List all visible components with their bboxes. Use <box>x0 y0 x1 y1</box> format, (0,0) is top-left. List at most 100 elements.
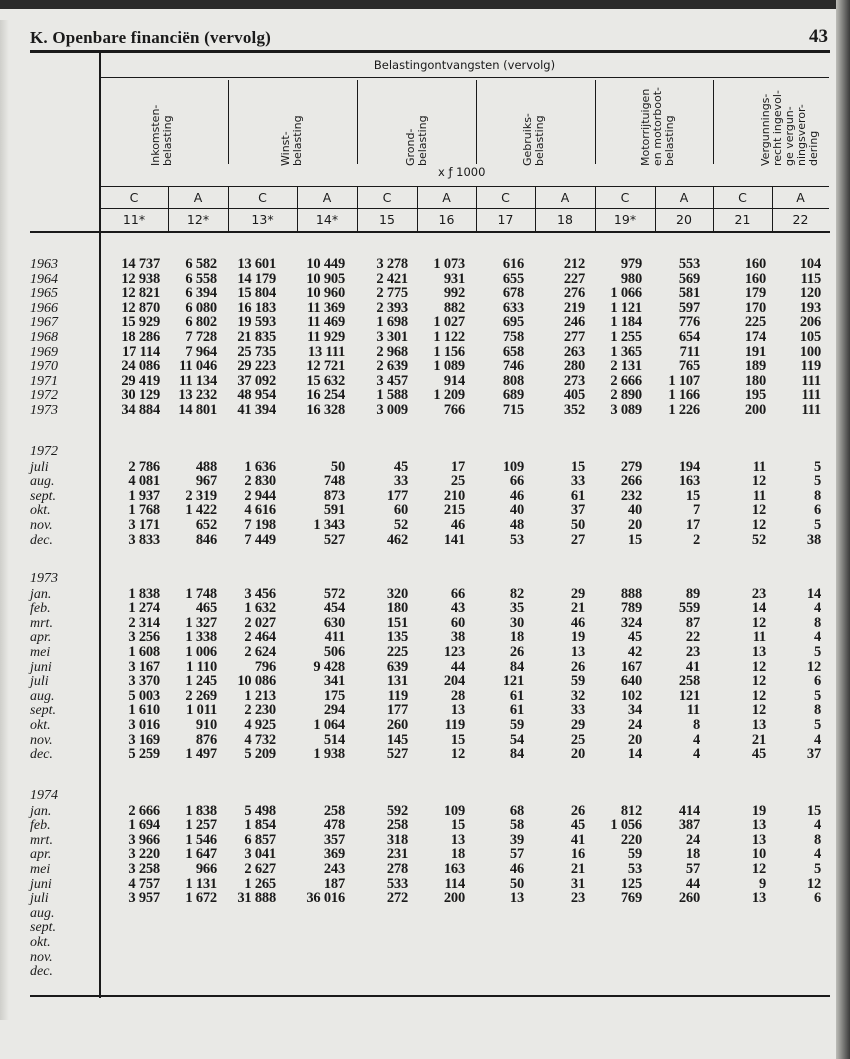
cell-value: 1 647 <box>185 846 217 863</box>
ca-label: A <box>193 190 203 205</box>
cell-value: 12 <box>450 746 465 763</box>
cell-value: 13 111 <box>307 343 345 360</box>
column-divider <box>476 187 477 231</box>
top-rule <box>30 50 830 53</box>
cell-value: 11 046 <box>179 358 217 375</box>
cell-value: 1 938 <box>313 746 345 763</box>
cell-value: 141 <box>443 531 465 548</box>
cell-value: 215 <box>443 502 465 519</box>
cell-value: 266 <box>620 473 642 490</box>
unit-label: x ƒ 1000 <box>438 165 486 179</box>
cell-value: 46 <box>570 614 585 631</box>
cell-value: 633 <box>502 299 524 316</box>
cell-value: 15 <box>450 817 465 834</box>
cell-value: 278 <box>386 861 408 877</box>
column-divider <box>595 187 596 231</box>
cell-value: 592 <box>386 802 408 819</box>
cell-value: 5 <box>813 517 821 533</box>
column-number: 12* <box>186 212 210 227</box>
cell-value: 61 <box>509 702 524 719</box>
cell-value: 3 278 <box>376 256 408 272</box>
cell-value: 13 <box>509 890 524 907</box>
cell-value: 19 <box>570 629 585 646</box>
ca-label: C <box>501 190 510 205</box>
cell-value: 5 <box>813 473 821 490</box>
column-divider <box>772 187 773 231</box>
column-number: 21 <box>734 212 751 227</box>
table-row: 1964 12 938 6 558 14 179 10 905 2 421 931 655 22… <box>0 271 850 287</box>
ca-label: C <box>620 190 630 205</box>
column-number: 18 <box>557 212 573 227</box>
cell-value: 689 <box>502 387 524 404</box>
row-label: sept. <box>30 920 57 936</box>
cell-value: 11 <box>752 458 767 475</box>
cell-value: 17 114 <box>122 343 160 360</box>
cell-value: 180 <box>386 600 408 617</box>
cell-value: 194 <box>678 458 700 475</box>
row-label: mrt. <box>30 615 53 631</box>
cell-value: 3 089 <box>610 402 642 418</box>
cell-value: 119 <box>800 358 822 375</box>
cell-value: 387 <box>678 817 700 834</box>
cell-value: 54 <box>509 731 524 748</box>
cell-value: 175 <box>323 687 345 704</box>
row-label: feb. <box>30 818 51 834</box>
cell-value: 454 <box>323 600 345 617</box>
ca-label: C <box>382 190 392 205</box>
cell-value: 414 <box>678 802 700 819</box>
cell-value: 4 757 <box>128 875 160 892</box>
cell-value: 572 <box>323 585 345 602</box>
cell-value: 640 <box>620 673 642 690</box>
row-label: 1963 <box>30 257 58 272</box>
table-row: okt. <box>0 935 850 950</box>
cell-value: 2 944 <box>244 487 276 504</box>
cell-value: 3 256 <box>128 629 160 646</box>
cell-value: 25 <box>570 731 585 748</box>
table-row: juli 3 370 1 245 10 086 341 131 204 121 59 640 258… <box>0 673 850 690</box>
table-row: feb. 1 694 1 257 1 854 478 258 15 58 45 1 056 387 1… <box>0 817 850 834</box>
cell-value: 37 <box>570 502 585 519</box>
column-group-header: Winst-belasting <box>279 82 304 166</box>
cell-value: 2 627 <box>244 861 276 877</box>
group-title: Belastingontvangsten (vervolg) <box>373 58 556 72</box>
cell-value: 68 <box>509 802 524 819</box>
cell-value: 2 464 <box>244 629 276 646</box>
cell-value: 3 370 <box>128 673 160 690</box>
cell-value: 5 498 <box>244 802 276 819</box>
cell-value: 7 198 <box>244 517 276 533</box>
cell-value: 1 694 <box>128 817 160 834</box>
cell-value: 8 <box>813 614 821 631</box>
cell-value: 16 328 <box>306 402 345 418</box>
cell-value: 2 319 <box>185 487 217 504</box>
cell-value: 4 <box>692 746 700 763</box>
cell-value: 9 <box>758 875 766 892</box>
cell-value: 89 <box>685 585 700 602</box>
cell-value: 53 <box>509 531 524 548</box>
cell-value: 19 <box>751 802 766 819</box>
table-row: feb. 1 274 465 1 632 454 180 43 35 21 789 559 14 4 <box>0 600 850 617</box>
cell-value: 15 <box>685 487 700 504</box>
row-label: nov. <box>30 732 53 748</box>
cell-value: 37 092 <box>237 372 276 389</box>
cell-value: 87 <box>685 614 700 631</box>
row-label: 1970 <box>30 359 58 375</box>
cell-value: 39 <box>509 831 524 848</box>
column-number: 16 <box>438 212 455 227</box>
cell-value: 8 <box>813 831 821 848</box>
cell-value: 276 <box>563 285 585 302</box>
cell-value: 5 209 <box>244 746 276 763</box>
cell-value: 3 833 <box>128 531 160 548</box>
cell-value: 888 <box>620 585 642 602</box>
cell-value: 658 <box>502 343 524 360</box>
cell-value: 60 <box>450 614 465 631</box>
cell-value: 13 232 <box>178 387 217 404</box>
cell-value: 41 394 <box>237 402 276 418</box>
cell-value: 26 <box>509 644 524 660</box>
cell-value: 151 <box>386 614 408 631</box>
scan-edge-top <box>0 0 850 9</box>
table-row: 1970 24 086 11 046 29 223 12 721 2 639 1 089 74… <box>0 358 850 375</box>
cell-value: 654 <box>678 329 700 345</box>
row-label: aug. <box>30 474 55 490</box>
cell-value: 13 <box>570 644 585 660</box>
cell-value: 12 <box>751 687 766 704</box>
